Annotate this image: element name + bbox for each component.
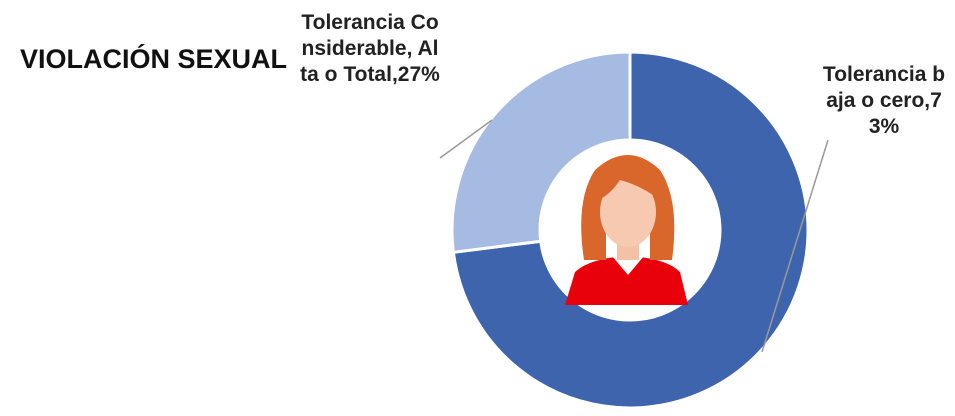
page: {"chart_data": {"type": "donut", "title"… <box>0 0 955 416</box>
data-label: Tolerancia baja o cero,73% <box>820 62 948 140</box>
woman-icon <box>565 155 688 305</box>
data-label: Tolerancia Considerable, Alta o Total,27… <box>300 10 440 88</box>
chart-title: VIOLACIÓN SEXUAL <box>20 44 287 75</box>
